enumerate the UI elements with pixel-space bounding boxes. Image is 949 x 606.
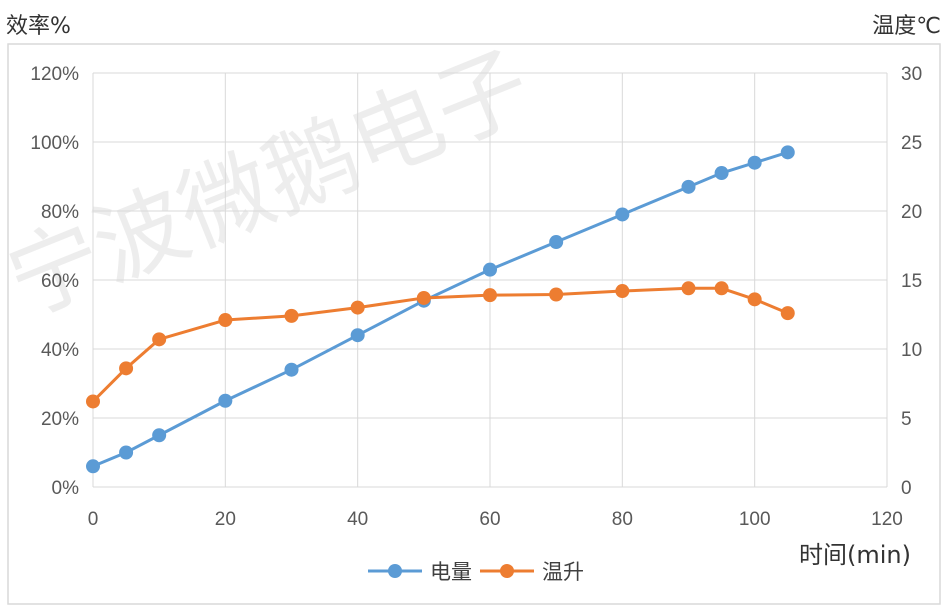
left-tick-label: 120% bbox=[30, 64, 79, 85]
series-temp-rise-line bbox=[91, 286, 789, 403]
left-axis-title: 效率% bbox=[6, 14, 71, 39]
series-electric-point bbox=[681, 179, 696, 194]
series-layer bbox=[86, 145, 795, 474]
right-tick-label: 5 bbox=[901, 409, 912, 430]
series-electric-point bbox=[483, 262, 497, 277]
left-tick-label: 100% bbox=[30, 133, 79, 154]
left-tick-label: 0% bbox=[52, 478, 80, 499]
x-axis-title: 时间(min) bbox=[799, 541, 911, 569]
series-temp-rise-point bbox=[218, 313, 233, 328]
series-temp-rise-point bbox=[747, 292, 762, 307]
series-electric-legend-label: 电量 bbox=[430, 560, 472, 584]
series-electric-point bbox=[284, 362, 299, 377]
x-tick-label: 0 bbox=[88, 509, 99, 530]
series-electric-point bbox=[86, 459, 100, 474]
series-temp-rise-point bbox=[284, 308, 299, 323]
series-temp-rise-point bbox=[615, 284, 630, 299]
x-tick-label: 100 bbox=[739, 509, 771, 530]
series-temp-rise-point bbox=[152, 332, 167, 347]
legend: 电量 温升 bbox=[368, 560, 584, 584]
series-electric-point bbox=[549, 235, 564, 250]
plot-border bbox=[7, 43, 941, 605]
series-temp-rise-point bbox=[119, 361, 134, 376]
series-electric-point bbox=[350, 328, 365, 343]
series-electric-point bbox=[218, 393, 233, 408]
series-electric-point bbox=[119, 445, 134, 460]
right-axis-title: 温度℃ bbox=[872, 14, 941, 39]
right-tick-label: 30 bbox=[901, 64, 922, 85]
series-temp-rise-legend-marker bbox=[500, 564, 514, 578]
series-temp-rise-point bbox=[416, 290, 431, 305]
tick-labels: 0% 20% 40% 60% 80% 100% 120% 0 5 10 15 20 25 30 0 20 40 6… bbox=[30, 64, 922, 569]
right-tick-label: 25 bbox=[901, 133, 922, 154]
right-tick-label: 10 bbox=[901, 340, 922, 361]
x-tick-label: 120 bbox=[871, 509, 903, 530]
series-temp-rise-point bbox=[350, 300, 365, 315]
series-temp-rise-point bbox=[86, 394, 100, 409]
right-tick-label: 0 bbox=[901, 478, 912, 499]
x-tick-label: 20 bbox=[215, 509, 236, 530]
series-electric-point bbox=[714, 166, 729, 181]
right-tick-label: 15 bbox=[901, 271, 922, 292]
series-temp-rise-point bbox=[549, 287, 564, 302]
series-electric-point bbox=[615, 207, 630, 222]
x-tick-label: 60 bbox=[479, 509, 500, 530]
series-temp-rise-point bbox=[780, 306, 795, 321]
left-tick-label: 60% bbox=[41, 271, 79, 292]
series-electric-line bbox=[92, 150, 789, 468]
right-tick-label: 20 bbox=[901, 202, 922, 223]
series-temp-rise-point bbox=[483, 288, 497, 303]
series-temp-rise-point bbox=[681, 281, 696, 296]
series-electric-point bbox=[152, 428, 167, 443]
x-tick-label: 40 bbox=[347, 509, 368, 530]
series-electric-legend-marker bbox=[388, 564, 402, 578]
left-tick-label: 20% bbox=[41, 409, 79, 430]
gridlines bbox=[92, 72, 888, 488]
left-tick-label: 80% bbox=[41, 202, 79, 223]
series-electric-point bbox=[747, 155, 762, 170]
series-temp-rise-legend-label: 温升 bbox=[542, 560, 584, 584]
series-temp-rise-point bbox=[714, 281, 729, 296]
series-electric-point bbox=[780, 145, 795, 160]
x-tick-label: 80 bbox=[612, 509, 633, 530]
left-tick-label: 40% bbox=[41, 340, 79, 361]
